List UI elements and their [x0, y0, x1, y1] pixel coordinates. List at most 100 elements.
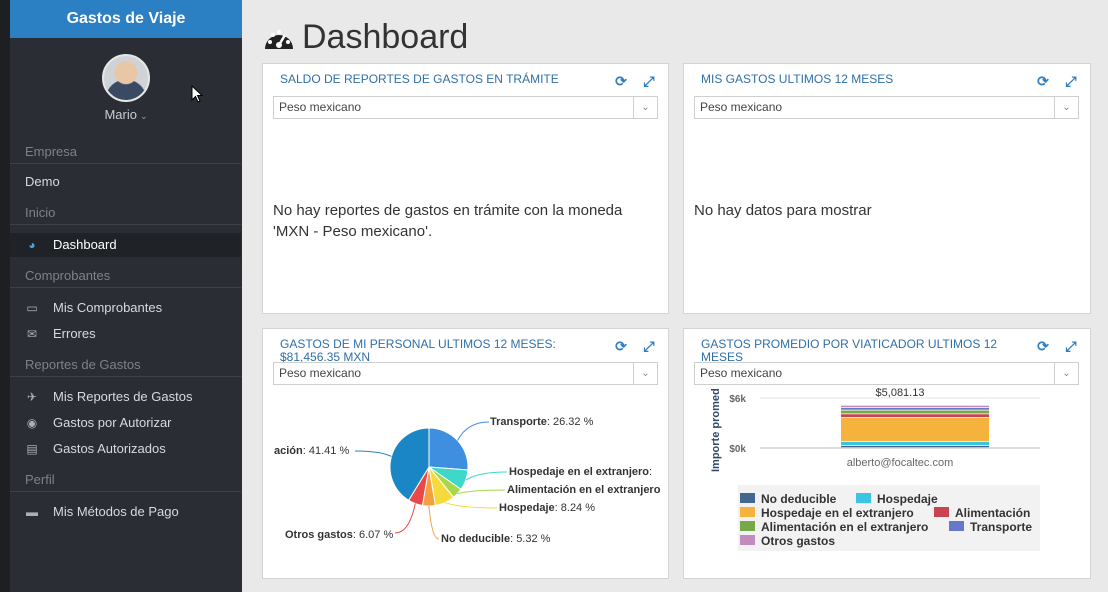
panel-tools: ⟳ ⤢	[612, 72, 658, 90]
avatar[interactable]	[102, 54, 150, 102]
sidebar-item-label: Dashboard	[53, 237, 117, 252]
pie-label-alimentacion-extranjero: Alimentación en el extranjero	[507, 484, 660, 496]
chevron-down-icon: ⌄	[139, 111, 148, 121]
bar-segment[interactable]	[841, 441, 989, 446]
mouse-cursor-icon	[191, 85, 204, 103]
legend-label: Alimentación	[955, 506, 1031, 520]
bar-chart: $6k $0k Importe promed $5,081.13 alberto…	[710, 387, 1040, 472]
user-menu[interactable]: Mario ⌄	[92, 107, 160, 122]
pie-label-name: Otros gastos	[285, 529, 353, 541]
panel-title: GASTOS DE MI PERSONAL ULTIMOS 12 MESES: …	[280, 337, 556, 364]
y-axis-label: Importe promed	[710, 388, 722, 472]
bar-segment[interactable]	[841, 405, 989, 408]
sidebar-item-mis-reportes[interactable]: ✈ Mis Reportes de Gastos	[10, 385, 241, 409]
legend-item[interactable]: Otros gastos	[740, 534, 835, 548]
legend-item[interactable]: Hospedaje en el extranjero	[740, 506, 914, 520]
pie-label-value: 41.41 %	[308, 445, 350, 457]
refresh-icon[interactable]: ⟳	[615, 73, 627, 89]
envelope-icon: ✉	[26, 327, 38, 341]
page-title: Dashboard	[302, 18, 469, 56]
user-name: Mario	[104, 107, 137, 122]
legend-swatch	[740, 507, 755, 517]
currency-select-value: Peso mexicano	[279, 100, 362, 114]
chevron-down-icon: ⌄	[633, 97, 657, 118]
legend-item[interactable]: No deducible	[740, 492, 836, 506]
legend-swatch	[740, 493, 755, 503]
section-empresa: Empresa	[25, 144, 78, 159]
bar-segment[interactable]	[841, 407, 989, 410]
legend-item[interactable]: Alimentación en el extranjero	[740, 520, 928, 534]
chart-legend: No deducible Hospedaje Hospedaje en el e…	[738, 485, 1040, 551]
sidebar-item-demo[interactable]: Demo	[10, 170, 241, 194]
empty-message: No hay reportes de gastos en trámite con…	[273, 202, 623, 240]
currency-select[interactable]: Peso mexicano ⌄	[694, 362, 1079, 385]
refresh-icon[interactable]: ⟳	[1037, 338, 1049, 354]
chevron-down-icon: ⌄	[1054, 97, 1078, 118]
bar-segment[interactable]	[841, 410, 989, 414]
pie-label-name: Transporte	[490, 416, 547, 428]
sidebar-item-metodos-pago[interactable]: ▬ Mis Métodos de Pago	[10, 500, 241, 524]
sidebar-item-mis-comprobantes[interactable]: ▭ Mis Comprobantes	[10, 296, 241, 320]
pie-label-name: Hospedaje en el extranjero	[509, 466, 649, 478]
divider	[10, 224, 241, 225]
pie-connector	[457, 421, 490, 441]
expand-icon[interactable]: ⤢	[1065, 73, 1077, 89]
pie-slice[interactable]	[428, 427, 469, 471]
sidebar: Gastos de Viaje Mario ⌄ Empresa Demo Inic…	[0, 0, 242, 592]
currency-select-value: Peso mexicano	[279, 366, 362, 380]
legend-swatch	[949, 521, 964, 531]
refresh-icon[interactable]: ⟳	[1037, 73, 1049, 89]
section-inicio: Inicio	[25, 205, 56, 220]
sidebar-item-label: Gastos por Autorizar	[53, 415, 172, 430]
pie-label-value: 5.32 %	[516, 533, 551, 545]
pie-label-name: ación	[274, 445, 303, 457]
sidebar-item-label: Mis Comprobantes	[53, 300, 163, 315]
sidebar-item-label: Demo	[25, 174, 60, 189]
legend-swatch	[934, 507, 949, 517]
archive-icon: ▤	[26, 442, 38, 456]
dashboard-icon: ◕	[28, 238, 36, 252]
legend-item[interactable]: Hospedaje	[856, 492, 938, 506]
credit-card-icon: ▬	[26, 505, 38, 519]
x-category-label: alberto@focaltec.com	[847, 457, 954, 469]
sidebar-item-label: Mis Métodos de Pago	[53, 504, 179, 519]
pie-label-name: Alimentación en el extranjero	[507, 484, 661, 496]
dashboard-icon	[265, 30, 293, 49]
divider	[10, 287, 241, 288]
sidebar-item-label: Gastos Autorizados	[53, 441, 166, 456]
legend-item[interactable]: Alimentación	[934, 506, 1030, 520]
legend-label: Otros gastos	[761, 534, 836, 548]
app-title[interactable]: Gastos de Viaje	[10, 0, 242, 38]
panel-title: GASTOS PROMEDIO POR VIATICADOR ULTIMOS 1…	[701, 337, 998, 364]
legend-label: Hospedaje	[877, 492, 938, 506]
expand-icon[interactable]: ⤢	[1065, 338, 1077, 354]
inbox-icon: ▭	[26, 301, 38, 315]
bar-segment[interactable]	[841, 418, 989, 441]
sidebar-item-gastos-autorizados[interactable]: ▤ Gastos Autorizados	[10, 437, 241, 461]
expand-icon[interactable]: ⤢	[643, 338, 655, 354]
expand-icon[interactable]: ⤢	[643, 73, 655, 89]
empty-message: No hay datos para mostrar	[694, 202, 872, 219]
eye-icon: ◉	[26, 416, 38, 430]
bar-segment[interactable]	[841, 414, 989, 418]
currency-select[interactable]: Peso mexicano ⌄	[273, 96, 658, 119]
panel-gastos-personal: GASTOS DE MI PERSONAL ULTIMOS 12 MESES: …	[262, 328, 669, 579]
currency-select[interactable]: Peso mexicano ⌄	[273, 362, 658, 385]
currency-select[interactable]: Peso mexicano ⌄	[694, 96, 1079, 119]
sidebar-item-gastos-por-autorizar[interactable]: ◉ Gastos por Autorizar	[10, 411, 241, 435]
panel-gastos-promedio: GASTOS PROMEDIO POR VIATICADOR ULTIMOS 1…	[683, 328, 1091, 579]
legend-item[interactable]: Transporte	[949, 520, 1032, 534]
bar-segment[interactable]	[841, 445, 989, 448]
pie-label-name: Hospedaje	[499, 502, 555, 514]
bar-stack	[841, 405, 989, 448]
legend-swatch	[740, 521, 755, 531]
panel-title: MIS GASTOS ULTIMOS 12 MESES	[701, 72, 894, 86]
refresh-icon[interactable]: ⟳	[615, 338, 627, 354]
pie-label-transporte: Transporte: 26.32 %	[490, 416, 594, 428]
sidebar-item-dashboard[interactable]: ◕ Dashboard	[10, 233, 241, 257]
pie-label-value: 26.32 %	[552, 416, 594, 428]
legend-swatch	[740, 535, 755, 545]
chevron-down-icon: ⌄	[1054, 363, 1078, 384]
sidebar-item-errores[interactable]: ✉ Errores	[10, 322, 241, 346]
legend-label: Alimentación en el extranjero	[761, 520, 929, 534]
